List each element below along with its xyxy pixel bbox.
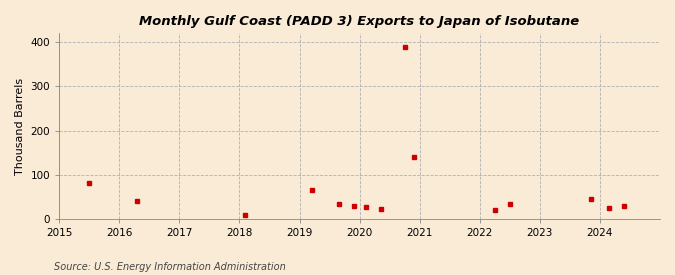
Title: Monthly Gulf Coast (PADD 3) Exports to Japan of Isobutane: Monthly Gulf Coast (PADD 3) Exports to J… [140,15,580,28]
Text: Source: U.S. Energy Information Administration: Source: U.S. Energy Information Administ… [54,262,286,272]
Y-axis label: Thousand Barrels: Thousand Barrels [15,78,25,175]
